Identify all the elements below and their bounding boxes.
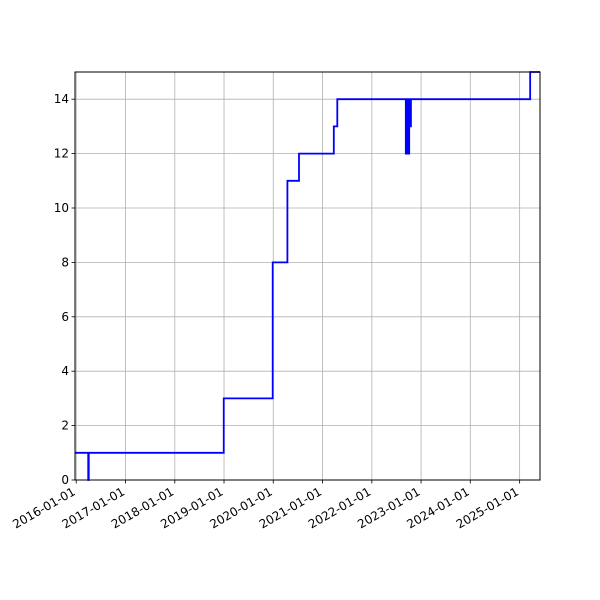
y-tick-label: 2 <box>61 419 69 433</box>
y-tick-label: 12 <box>54 147 69 161</box>
y-tick-label: 14 <box>54 92 69 106</box>
series-layer <box>75 71 540 481</box>
tick-labels: 024681012142016-01-012017-01-012018-01-0… <box>10 92 521 531</box>
y-tick-label: 0 <box>61 473 69 487</box>
series-line-0 <box>75 71 540 481</box>
ticks <box>71 98 521 484</box>
y-tick-label: 4 <box>61 364 69 378</box>
y-tick-label: 8 <box>61 255 69 269</box>
y-tick-label: 10 <box>54 201 69 215</box>
y-tick-label: 6 <box>61 310 69 324</box>
plot-frame <box>74 71 541 481</box>
grid <box>75 72 540 481</box>
